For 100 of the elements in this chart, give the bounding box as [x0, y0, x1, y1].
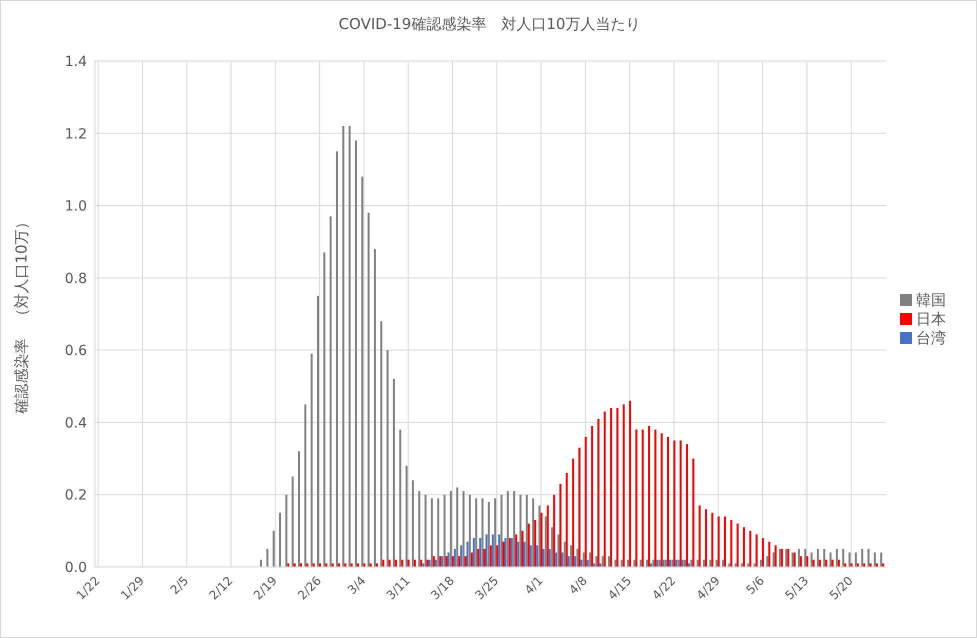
bar — [711, 512, 714, 567]
bar — [627, 560, 630, 567]
bar — [580, 560, 582, 567]
bar — [800, 556, 802, 567]
bar — [568, 556, 570, 567]
bar — [665, 560, 668, 567]
bar — [530, 545, 532, 567]
bar — [454, 548, 456, 567]
bar — [448, 552, 450, 567]
bar — [534, 520, 536, 567]
bar — [517, 542, 520, 567]
bar — [660, 433, 663, 567]
bar — [702, 560, 705, 567]
bar — [742, 527, 745, 567]
bar — [667, 436, 670, 567]
bar — [589, 552, 592, 567]
bar — [572, 458, 574, 567]
bar — [434, 560, 437, 567]
bar — [595, 556, 598, 567]
bar — [684, 560, 686, 567]
bar — [586, 560, 589, 567]
bar — [486, 534, 488, 567]
bar — [557, 534, 560, 567]
bar — [622, 404, 625, 567]
bar — [582, 552, 585, 567]
bar — [570, 545, 572, 567]
bar — [336, 151, 338, 567]
x-tick-label: 3/4 — [344, 574, 368, 598]
bar — [629, 400, 632, 567]
bar — [279, 512, 282, 567]
bar — [806, 556, 808, 567]
bar — [386, 350, 389, 567]
y-tick-label: 1.0 — [64, 198, 87, 215]
bar — [716, 560, 718, 567]
bar — [304, 404, 306, 567]
bar — [652, 560, 654, 567]
bar — [477, 548, 480, 567]
bar — [635, 430, 638, 567]
bar — [496, 545, 498, 567]
bar — [260, 560, 262, 567]
bar — [546, 506, 549, 567]
bar — [832, 560, 834, 567]
bar — [490, 545, 492, 567]
bar — [675, 560, 678, 567]
bar — [513, 491, 516, 567]
chart-title: COVID-19確認感染率 対人口10万人当たり — [338, 15, 642, 34]
bar — [472, 538, 475, 567]
y-tick-label: 0.2 — [64, 488, 87, 504]
bar — [574, 556, 576, 567]
bar — [266, 548, 268, 567]
legend-label: 韓国 — [916, 290, 946, 308]
x-tick-label: 5/6 — [743, 574, 768, 598]
bar — [540, 512, 542, 567]
bar — [494, 498, 496, 567]
bar — [382, 560, 384, 567]
bar — [654, 430, 656, 567]
bar — [798, 548, 800, 567]
bar — [475, 498, 478, 567]
bar — [412, 480, 414, 567]
bar — [825, 560, 828, 567]
bar — [548, 548, 551, 567]
bar — [272, 530, 275, 567]
bar — [538, 506, 540, 567]
bar — [399, 430, 402, 567]
bar — [848, 552, 851, 567]
bar — [838, 560, 840, 567]
bar — [420, 560, 422, 567]
bar — [718, 516, 720, 567]
bar — [479, 538, 482, 567]
bar — [736, 524, 739, 567]
bar — [388, 560, 391, 567]
bar — [482, 498, 484, 567]
bar — [330, 216, 332, 567]
y-tick-label: 0.0 — [64, 560, 87, 576]
bar — [456, 487, 458, 567]
bar — [380, 321, 382, 567]
bar — [323, 252, 326, 567]
bar — [498, 534, 500, 567]
bar — [561, 552, 564, 567]
bar — [768, 542, 770, 567]
y-tick-label: 1.4 — [64, 54, 88, 70]
bar — [392, 379, 395, 567]
bar — [488, 502, 490, 567]
bar — [762, 538, 764, 567]
bar — [756, 534, 758, 567]
bar — [452, 556, 454, 567]
bar — [616, 408, 618, 567]
bar — [861, 548, 864, 567]
bar — [678, 560, 680, 567]
bar — [528, 524, 530, 567]
bar — [810, 552, 813, 567]
bar — [526, 494, 528, 567]
bar — [812, 560, 815, 567]
bar — [564, 542, 566, 567]
bar — [551, 527, 554, 567]
bar — [519, 494, 522, 567]
bar — [470, 552, 473, 567]
bar — [348, 126, 351, 567]
bar — [633, 560, 636, 567]
bar — [774, 545, 777, 567]
